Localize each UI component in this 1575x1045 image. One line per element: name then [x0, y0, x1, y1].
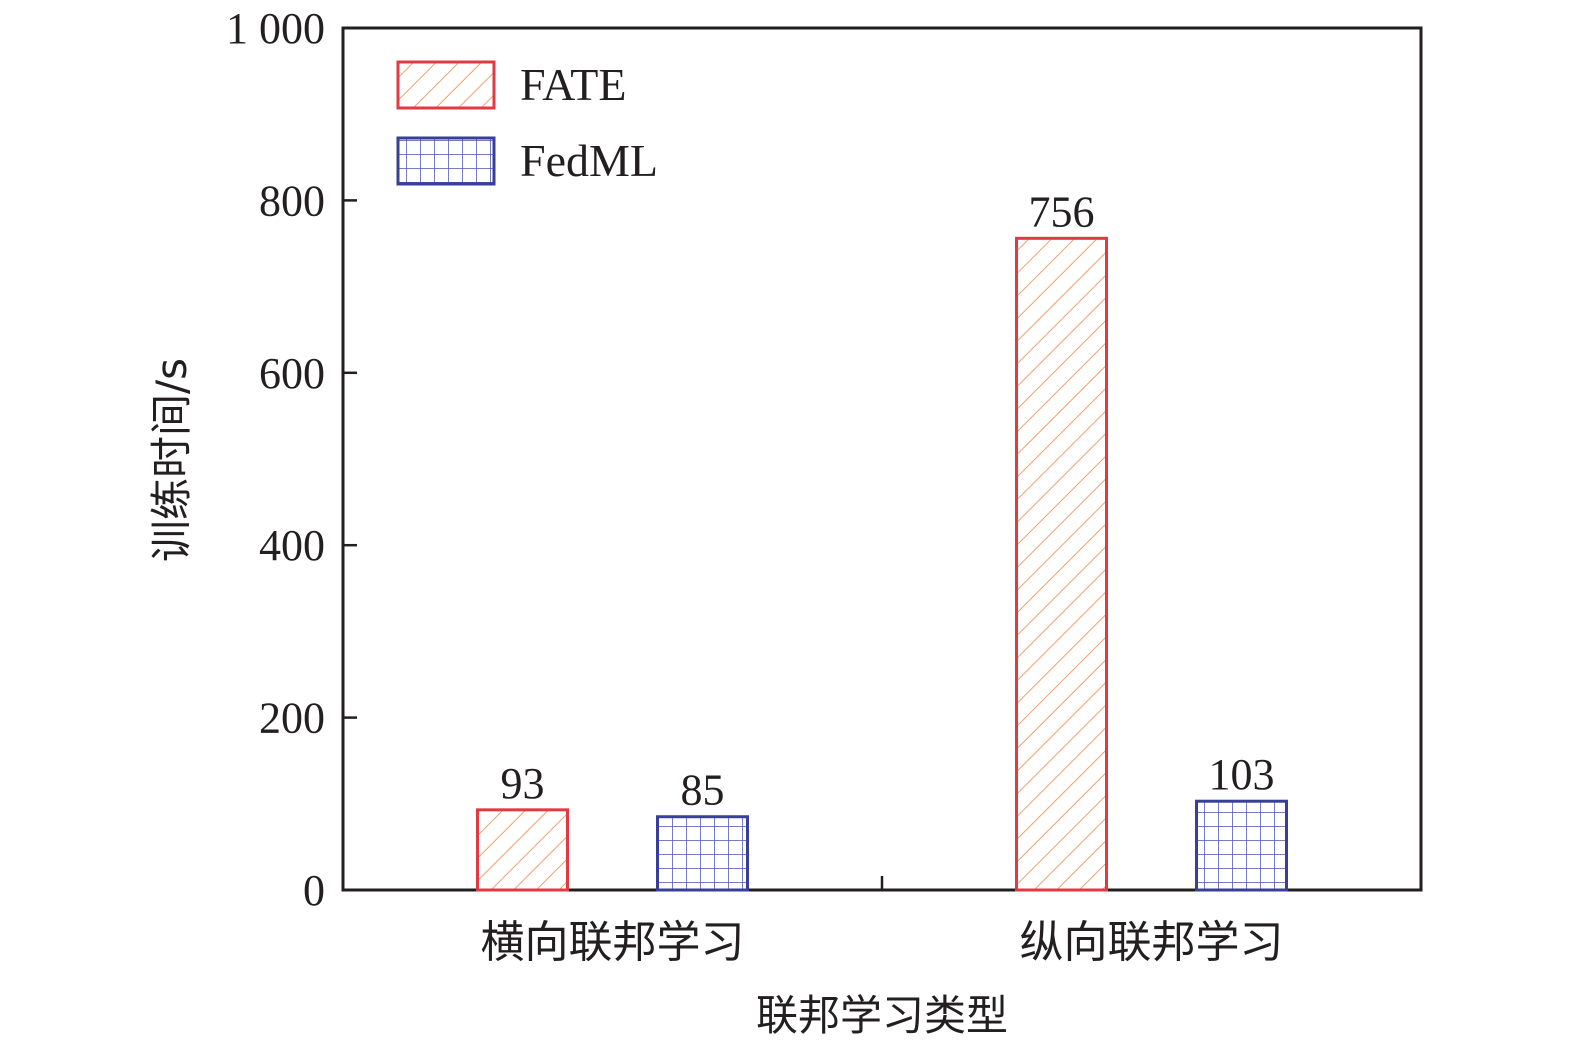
data-label: 93 — [501, 759, 545, 808]
bar-fedml-0 — [656, 815, 749, 892]
data-label: 85 — [681, 766, 725, 815]
y-tick-label: 0 — [303, 866, 325, 915]
bar-fate-0 — [476, 808, 569, 892]
y-tick-label: 600 — [259, 349, 325, 398]
x-axis-title: 联邦学习类型 — [756, 991, 1008, 1040]
y-tick-label: 400 — [259, 521, 325, 570]
data-label: 756 — [1029, 187, 1095, 236]
legend-swatch-fate — [396, 60, 496, 110]
legend-label-fate: FATE — [520, 59, 627, 110]
x-category-label: 横向联邦学习 — [481, 917, 745, 968]
y-axis-title: 训练时间/s — [147, 358, 196, 562]
y-tick-label: 200 — [259, 694, 325, 743]
legend-swatch-fedml — [396, 136, 496, 186]
y-tick-label: 800 — [259, 176, 325, 225]
bar-fedml-1 — [1195, 799, 1288, 892]
x-category-label: 纵向联邦学习 — [1020, 917, 1284, 968]
legend-label-fedml: FedML — [520, 135, 658, 186]
y-tick-label: 1 000 — [226, 4, 325, 53]
data-label: 103 — [1209, 750, 1275, 799]
bar-fate-1 — [1015, 236, 1108, 892]
